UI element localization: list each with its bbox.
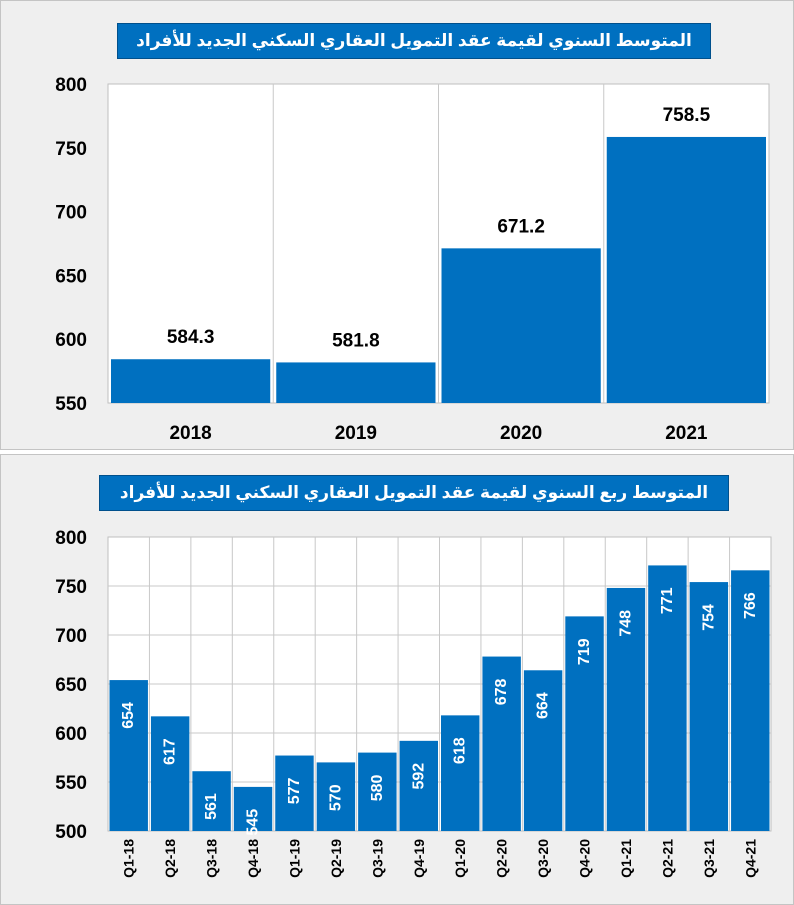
- quarterly-chart-panel: 500 550 600 650 700 750 800 654 Q1-18 617 Q2-18 561…: [0, 454, 794, 905]
- x-tick-label: Q3-21: [701, 839, 717, 878]
- x-tick-label: 2018: [169, 423, 211, 444]
- data-label: 584.3: [167, 327, 215, 348]
- bar: [648, 565, 687, 831]
- bar: [441, 715, 480, 831]
- bar: [275, 755, 314, 831]
- bar: [192, 771, 231, 831]
- quarterly-chart: 500 550 600 650 700 750 800 654 Q1-18 617 Q2-18 561…: [55, 528, 772, 878]
- data-label: 617: [162, 738, 179, 765]
- data-label: 719: [576, 638, 593, 665]
- y-tick-label: 750: [55, 139, 87, 160]
- y-tick-label: 700: [55, 203, 87, 224]
- bar: [523, 670, 563, 831]
- data-label: 592: [410, 763, 427, 790]
- data-label: 577: [286, 777, 303, 804]
- y-tick-label: 650: [55, 266, 87, 287]
- data-label: 758.5: [663, 105, 711, 126]
- x-tick-label: Q4-20: [577, 839, 593, 878]
- x-tick-label: Q3-20: [535, 839, 551, 878]
- x-tick-label: Q4-19: [411, 839, 427, 878]
- annual-chart: 550 600 650 700 750 800 584.3 2018 581.8 2019 671.…: [55, 75, 770, 444]
- quarterly-chart-title: المتوسط ربع السنوي لقيمة عقد التمويل الع…: [99, 475, 729, 511]
- data-label: 570: [327, 784, 344, 811]
- x-tick-label: 2020: [500, 423, 542, 444]
- data-label: 561: [203, 793, 220, 820]
- bar: [731, 570, 770, 831]
- y-tick-label: 550: [55, 773, 87, 794]
- data-label: 581.8: [332, 330, 380, 351]
- bar: [441, 248, 601, 403]
- x-tick-label: Q3-18: [204, 839, 220, 878]
- x-tick-label: Q1-21: [618, 839, 634, 878]
- y-tick-label: 600: [55, 724, 87, 745]
- bar: [482, 656, 521, 831]
- bar: [111, 359, 271, 403]
- bar: [276, 362, 436, 403]
- bar: [689, 582, 729, 831]
- x-tick-label: Q1-19: [286, 839, 302, 878]
- bar: [399, 740, 438, 831]
- x-tick-label: Q1-18: [121, 839, 137, 878]
- y-tick-label: 750: [55, 577, 87, 598]
- bar: [606, 136, 766, 404]
- y-tick-label: 550: [55, 394, 87, 415]
- y-tick-label: 700: [55, 626, 87, 647]
- bar: [109, 680, 148, 831]
- y-tick-label: 600: [55, 330, 87, 351]
- data-label: 671.2: [497, 216, 545, 237]
- y-tick-label: 800: [55, 528, 87, 549]
- y-tick-label: 800: [55, 75, 87, 96]
- data-label: 678: [493, 678, 510, 705]
- y-tick-label: 500: [55, 822, 87, 843]
- x-tick-label: Q1-20: [452, 839, 468, 878]
- x-tick-label: Q2-21: [659, 839, 675, 878]
- x-tick-label: Q2-20: [494, 839, 510, 878]
- data-label: 748: [617, 610, 634, 637]
- data-label: 766: [742, 592, 759, 619]
- data-label: 664: [535, 692, 552, 719]
- data-label: 654: [120, 702, 137, 729]
- data-label: 771: [659, 587, 676, 614]
- x-tick-label: Q4-21: [742, 839, 758, 878]
- bar: [150, 716, 190, 831]
- bar: [358, 752, 397, 831]
- annual-chart-title: المتوسط السنوي لقيمة عقد التمويل العقاري…: [117, 23, 711, 59]
- x-tick-label: Q2-18: [162, 839, 178, 878]
- data-label: 754: [700, 604, 717, 631]
- x-tick-label: Q3-19: [369, 839, 385, 878]
- x-tick-label: Q2-19: [328, 839, 344, 878]
- bar: [233, 786, 273, 831]
- y-tick-label: 650: [55, 675, 87, 696]
- annual-chart-panel: 550 600 650 700 750 800 584.3 2018 581.8 2019 671.…: [0, 0, 794, 450]
- data-label: 545: [245, 809, 262, 836]
- x-tick-label: Q4-18: [245, 839, 261, 878]
- bar: [606, 587, 646, 831]
- data-label: 580: [369, 775, 386, 802]
- bar: [316, 762, 356, 831]
- data-label: 618: [452, 737, 469, 764]
- x-tick-label: 2019: [335, 423, 377, 444]
- x-tick-label: 2021: [665, 423, 708, 444]
- bar: [565, 616, 604, 831]
